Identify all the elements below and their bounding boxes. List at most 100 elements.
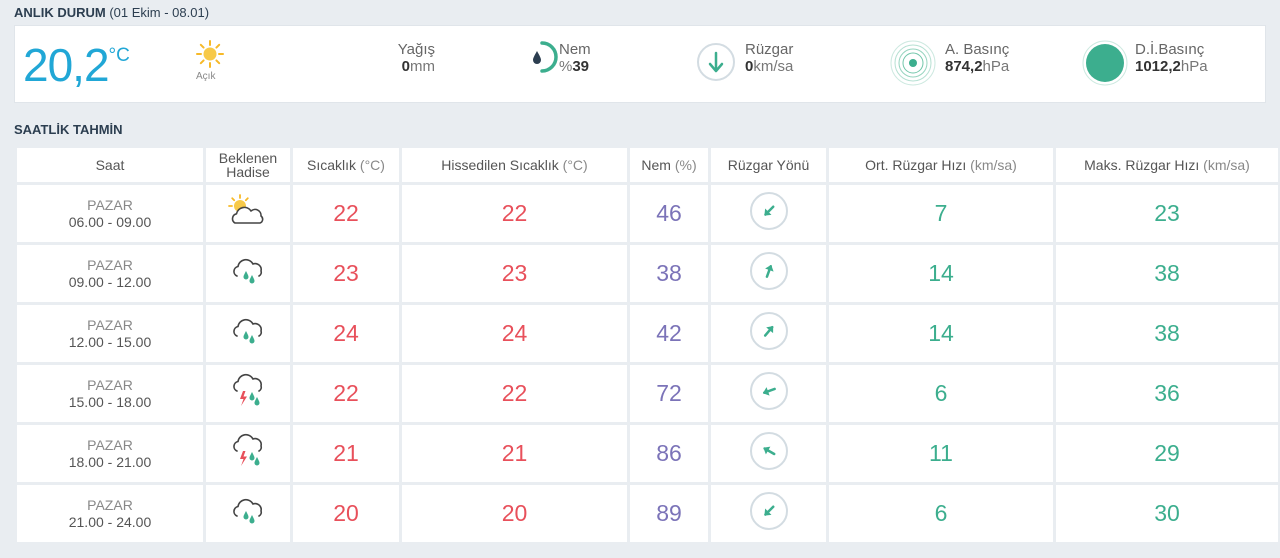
row-time-range: 12.00 - 15.00 [68, 333, 152, 350]
current-title-text: ANLIK DURUM [14, 5, 106, 20]
row-max-wind: 30 [1056, 485, 1278, 542]
humidity-value: 39 [572, 58, 590, 75]
wind-dir-cell [711, 425, 826, 482]
header-avg-wind-label: Ort. Rüzgar Hızı [865, 157, 967, 173]
row-humidity: 86 [630, 425, 708, 482]
rain-unit: mm [410, 58, 435, 75]
row-temperature: 22 [293, 185, 399, 242]
event-cell [206, 245, 290, 302]
sun-icon [196, 40, 224, 68]
wind-dir-cell [711, 365, 826, 422]
header-feels-unit: (°C) [562, 157, 588, 173]
header-avg-wind: Ort. Rüzgar Hızı (km/sa) [829, 148, 1053, 182]
row-max-wind: 36 [1056, 365, 1278, 422]
wind-unit: km/sa [753, 58, 794, 75]
thunderstorm-icon [228, 373, 268, 415]
current-section-title: ANLIK DURUM (01 Ekim - 08.01) [14, 5, 209, 20]
current-temperature-unit: °C [108, 45, 130, 66]
header-time-label: Saat [95, 157, 125, 173]
row-max-wind: 38 [1056, 305, 1278, 362]
row-day: PAZAR [87, 196, 133, 213]
wind-value: 0 [745, 58, 754, 75]
header-wind-dir-label: Rüzgar Yönü [727, 157, 810, 173]
row-feels-like: 20 [402, 485, 627, 542]
row-max-wind: 23 [1056, 185, 1278, 242]
wind-arrow-icon [749, 432, 788, 470]
row-temperature: 24 [293, 305, 399, 362]
sky-condition-label: Açık [196, 71, 216, 82]
row-avg-wind: 6 [829, 365, 1053, 422]
header-max-wind: Maks. Rüzgar Hızı (km/sa) [1056, 148, 1278, 182]
header-temp-unit: (°C) [359, 157, 385, 173]
table-row: PAZAR 21.00 - 24.00 20 20 89 6 30 [17, 485, 1278, 542]
row-max-wind: 38 [1056, 245, 1278, 302]
row-day: PAZAR [87, 256, 133, 273]
current-temperature-value: 20,2 [23, 39, 110, 91]
wind-metric: Rüzgar 0km/sa [745, 41, 793, 75]
humidity-metric: Nem %39 [559, 41, 591, 75]
header-max-wind-unit: (km/sa) [1203, 157, 1250, 173]
wind-dir-cell [711, 245, 826, 302]
current-temperature: 20,2°C [23, 42, 130, 88]
row-time-range: 15.00 - 18.00 [68, 393, 152, 410]
wind-arrow-icon [749, 492, 788, 530]
table-row: PAZAR 12.00 - 15.00 24 24 42 14 38 [17, 305, 1278, 362]
row-humidity: 89 [630, 485, 708, 542]
header-humidity-label: Nem [641, 157, 671, 173]
pressure-icon [890, 40, 936, 86]
row-temperature: 21 [293, 425, 399, 482]
row-avg-wind: 14 [829, 245, 1053, 302]
row-humidity: 42 [630, 305, 708, 362]
time-cell: PAZAR 12.00 - 15.00 [17, 305, 203, 362]
time-cell: PAZAR 09.00 - 12.00 [17, 245, 203, 302]
hourly-forecast-table: Saat Beklenen Hadise Sıcaklık (°C) Hissed… [14, 145, 1280, 545]
table-row: PAZAR 18.00 - 21.00 21 21 86 11 29 [17, 425, 1278, 482]
header-feels: Hissedilen Sıcaklık (°C) [402, 148, 627, 182]
time-cell: PAZAR 21.00 - 24.00 [17, 485, 203, 542]
partly-cloudy-icon [226, 194, 270, 232]
table-row: PAZAR 09.00 - 12.00 23 23 38 14 38 [17, 245, 1278, 302]
time-cell: PAZAR 18.00 - 21.00 [17, 425, 203, 482]
row-feels-like: 23 [402, 245, 627, 302]
sea-pressure-label: D.İ.Basınç [1135, 41, 1205, 58]
row-humidity: 72 [630, 365, 708, 422]
row-temperature: 22 [293, 365, 399, 422]
header-event: Beklenen Hadise [206, 148, 290, 182]
row-time-range: 06.00 - 09.00 [68, 213, 152, 230]
current-conditions-panel: 20,2°C Açık Yağış 0mm Nem %39 [14, 25, 1266, 103]
pressure-value: 874,2 [945, 58, 983, 75]
rain-cloud-icon [228, 318, 268, 352]
rain-cloud-icon [228, 258, 268, 292]
event-cell [206, 485, 290, 542]
row-avg-wind: 14 [829, 305, 1053, 362]
rain-label: Yağış [397, 41, 435, 58]
header-feels-label: Hissedilen Sıcaklık [441, 157, 559, 173]
sea-pressure-unit: hPa [1180, 58, 1208, 75]
event-cell [206, 425, 290, 482]
row-max-wind: 29 [1056, 425, 1278, 482]
table-header-row: Saat Beklenen Hadise Sıcaklık (°C) Hissed… [17, 148, 1278, 182]
sky-condition: Açık [196, 40, 246, 82]
rain-metric: Yağış 0mm [375, 41, 435, 75]
thunderstorm-icon [228, 433, 268, 475]
header-event-line2: Hadise [226, 164, 270, 180]
humidity-prefix: % [559, 58, 573, 75]
header-avg-wind-unit: (km/sa) [970, 157, 1017, 173]
row-time-range: 21.00 - 24.00 [68, 513, 152, 530]
row-humidity: 46 [630, 185, 708, 242]
header-temp: Sıcaklık (°C) [293, 148, 399, 182]
pressure-unit: hPa [982, 58, 1010, 75]
row-day: PAZAR [87, 496, 133, 513]
time-cell: PAZAR 15.00 - 18.00 [17, 365, 203, 422]
wind-direction-icon [697, 43, 735, 81]
row-time-range: 09.00 - 12.00 [68, 273, 152, 290]
pressure-label: A. Basınç [945, 41, 1010, 58]
table-row: PAZAR 06.00 - 09.00 22 22 46 7 23 [17, 185, 1278, 242]
row-day: PAZAR [87, 436, 133, 453]
wind-arrow-icon [749, 372, 788, 410]
rain-cloud-icon [228, 498, 268, 532]
wind-arrow-icon [749, 192, 788, 230]
wind-dir-cell [711, 485, 826, 542]
time-cell: PAZAR 06.00 - 09.00 [17, 185, 203, 242]
row-avg-wind: 11 [829, 425, 1053, 482]
